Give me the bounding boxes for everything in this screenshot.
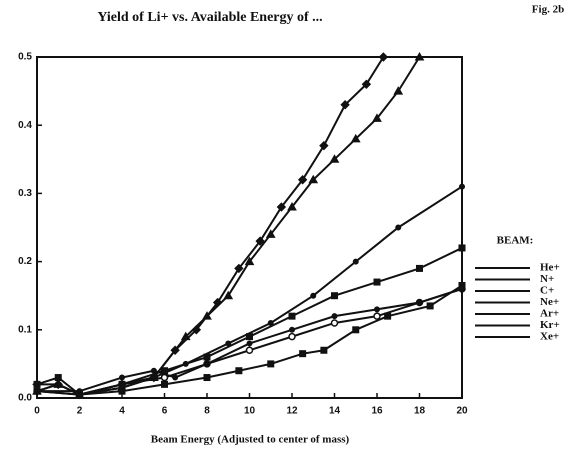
data-point <box>374 306 380 313</box>
data-point <box>119 374 125 381</box>
legend-label: Kr+ <box>540 319 560 331</box>
series-line <box>36 247 463 396</box>
data-point <box>246 333 253 341</box>
data-point <box>235 367 243 375</box>
data-point <box>34 388 40 395</box>
series-line <box>36 185 463 396</box>
data-point <box>170 345 180 355</box>
y-tick-label: 0.2 <box>18 256 32 267</box>
x-tick-label: 10 <box>244 406 256 417</box>
data-point <box>223 290 234 300</box>
data-point <box>76 388 83 395</box>
data-point <box>395 224 402 231</box>
data-point <box>329 154 340 163</box>
data-point <box>299 350 307 358</box>
data-point <box>373 278 381 286</box>
data-point <box>373 312 381 320</box>
data-point <box>255 236 265 246</box>
data-point <box>212 297 223 308</box>
x-tick-label: 6 <box>162 406 168 417</box>
data-point <box>118 380 126 388</box>
data-point <box>265 229 276 238</box>
y-tick-label: 0.3 <box>18 188 32 199</box>
legend-label: Xe+ <box>540 331 559 343</box>
legend-title: BEAM: <box>497 235 534 247</box>
data-point <box>234 263 244 274</box>
data-point <box>340 100 350 110</box>
data-point <box>203 374 211 382</box>
data-point <box>352 258 359 265</box>
data-point <box>331 292 338 300</box>
data-point <box>378 52 389 62</box>
x-tick-label: 8 <box>204 406 210 417</box>
data-point <box>330 319 339 327</box>
data-point <box>203 353 211 361</box>
legend-label: He+ <box>540 262 560 274</box>
data-point <box>459 285 465 292</box>
data-point <box>310 292 317 299</box>
data-point <box>288 332 296 341</box>
x-tick-label: 20 <box>456 406 468 417</box>
data-point <box>320 346 328 354</box>
x-axis-label: Beam Energy (Adjusted to center of mass) <box>151 434 350 446</box>
x-tick-label: 2 <box>77 406 83 417</box>
series-line <box>37 56 385 396</box>
figure-label: Fig. 2b <box>532 4 564 16</box>
x-tick-label: 14 <box>329 406 341 417</box>
data-point <box>150 367 157 374</box>
y-tick-label: 0.0 <box>18 393 32 404</box>
data-point <box>319 140 329 151</box>
data-point <box>245 346 254 355</box>
data-point <box>350 133 361 143</box>
data-point <box>352 326 360 334</box>
data-point <box>172 374 179 381</box>
legend-label: N+ <box>540 273 554 285</box>
x-tick-label: 12 <box>286 406 298 417</box>
data-point <box>161 380 168 388</box>
data-point <box>54 374 62 382</box>
series-line <box>37 287 463 393</box>
legend-label: Ar+ <box>540 308 559 320</box>
y-tick-label: 0.5 <box>18 52 32 63</box>
data-point <box>459 183 465 190</box>
series-line <box>36 284 463 396</box>
data-point <box>416 264 423 272</box>
x-tick-label: 18 <box>414 406 426 417</box>
data-point <box>384 312 392 320</box>
data-point <box>244 256 255 266</box>
data-point <box>33 380 41 388</box>
chart-title: Yield of Li+ vs. Available Energy of ... <box>97 10 322 25</box>
data-point <box>204 360 210 367</box>
data-point <box>372 113 382 122</box>
data-point <box>414 51 425 61</box>
data-point <box>308 174 319 184</box>
x-tick-label: 0 <box>34 406 40 417</box>
legend-label: C+ <box>540 285 554 297</box>
data-point <box>426 302 434 310</box>
y-tick-label: 0.1 <box>18 324 32 335</box>
data-point <box>267 360 275 368</box>
data-point <box>118 387 126 395</box>
data-point <box>458 244 466 252</box>
data-point <box>191 325 202 335</box>
data-point <box>276 202 287 212</box>
data-point <box>288 312 296 320</box>
data-point <box>287 202 297 211</box>
data-point <box>416 299 423 306</box>
data-point <box>393 86 404 95</box>
data-point <box>53 379 63 390</box>
x-tick-label: 16 <box>371 406 383 417</box>
y-tick-label: 0.4 <box>18 120 32 131</box>
legend-label: Ne+ <box>540 296 559 308</box>
x-tick-label: 4 <box>119 406 125 417</box>
data-point <box>289 326 295 333</box>
data-point <box>246 340 253 347</box>
data-point <box>331 313 338 320</box>
data-point <box>297 175 308 185</box>
data-point <box>361 79 372 89</box>
